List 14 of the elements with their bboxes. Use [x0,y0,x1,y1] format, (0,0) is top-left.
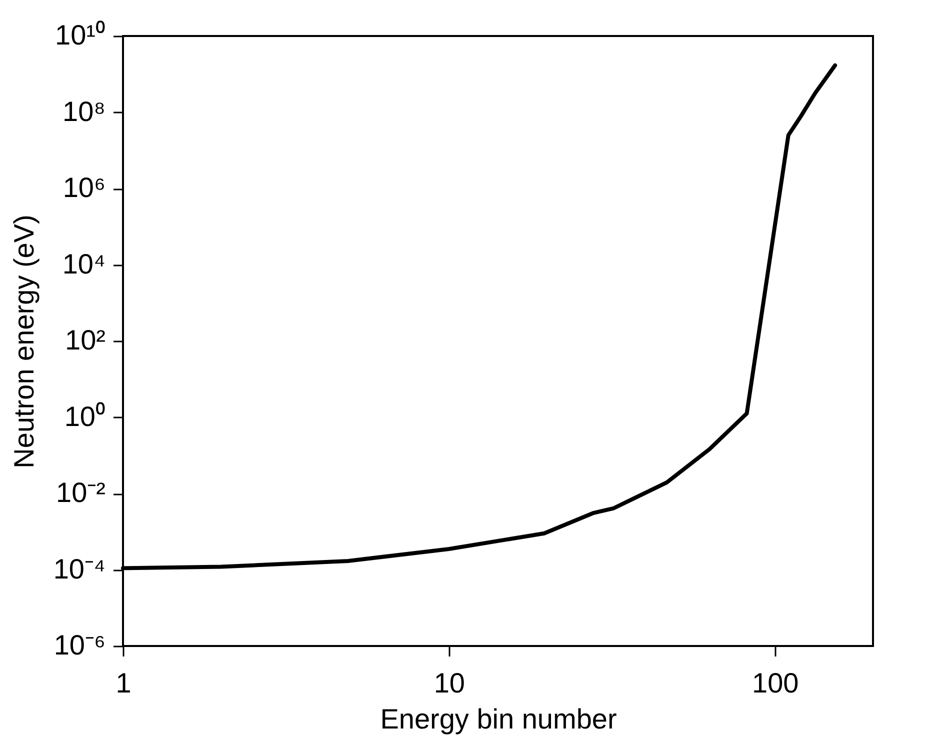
y-tick-label: 10⁻² [56,477,106,508]
y-tick-label: 10⁶ [62,172,106,203]
y-tick-label: 10⁴ [62,248,106,280]
x-tick-label: 10 [434,668,466,698]
y-tick-label: 10² [65,324,106,356]
y-tick-label: 10⁻⁶ [54,630,106,660]
y-tick-label: 10⁰ [64,400,106,432]
y-tick-label: 10⁸ [62,96,106,127]
x-axis-title: Energy bin number [380,704,617,734]
y-axis-title: Neutron energy (eV) [8,214,40,468]
x-tick-label: 1 [116,668,132,698]
y-tick-label: 10⁻⁴ [53,553,106,584]
y-tick-label: 10¹⁰ [55,20,106,50]
x-tick-label: 100 [752,668,799,698]
